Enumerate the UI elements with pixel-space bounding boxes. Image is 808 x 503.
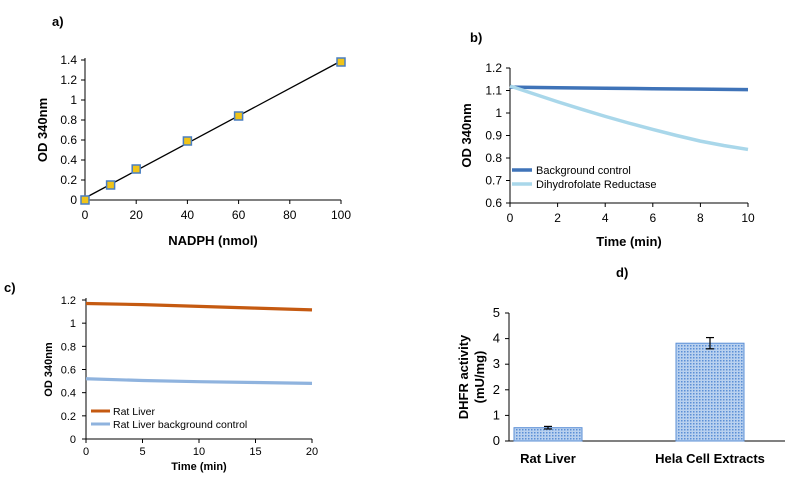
panel-c: c) 0 0.2 0.4 0.6 0.8 1 1.2 0 5 10 15 20 Rat LiverRat … xyxy=(4,280,318,473)
data-point xyxy=(131,164,141,174)
series-line xyxy=(85,301,313,312)
y-tick-label: 0.2 xyxy=(61,411,76,423)
y-axis-title: DHFR activity(mU/mg) xyxy=(456,334,487,419)
y-tick-label: 0.6 xyxy=(61,365,76,377)
x-tick-label: 10 xyxy=(193,446,205,458)
y-tick-label: 0.4 xyxy=(60,153,77,167)
category-label: Rat Liver xyxy=(520,451,576,466)
bar xyxy=(513,427,583,442)
y-axis-title-line: (mU/mg) xyxy=(472,351,487,404)
y-axis-title: OD 340nm xyxy=(43,342,55,397)
x-axis-title: NADPH (nmol) xyxy=(168,233,258,248)
y-tick-label: 0.8 xyxy=(60,113,77,127)
panel-label: c) xyxy=(4,280,16,295)
panel-label: d) xyxy=(616,265,628,280)
data-point xyxy=(105,180,116,190)
x-tick-label: 20 xyxy=(130,208,144,222)
series-line xyxy=(85,377,313,385)
y-tick-label: 1.2 xyxy=(60,73,77,87)
data-point xyxy=(233,111,244,121)
x-axis-title: Time (min) xyxy=(596,234,662,249)
y-tick-label: 1.2 xyxy=(485,61,502,75)
y-tick-label: 1.4 xyxy=(60,53,77,67)
legend-label: Rat Liver xyxy=(113,406,156,418)
y-tick-label: 1 xyxy=(70,93,77,107)
y-tick-label: 0.7 xyxy=(485,174,502,188)
y-tick-label: 1 xyxy=(495,106,502,120)
y-axis-title: OD 340nm xyxy=(459,103,474,167)
panel-a: a) 0 0.2 0.4 0.6 0.8 1 1.2 1.4 0 20 40 60 80 100 NADPH … xyxy=(35,14,351,248)
category-label: Hela Cell Extracts xyxy=(655,451,765,466)
y-tick-label: 3 xyxy=(493,356,500,371)
x-axis-title: Time (min) xyxy=(171,461,227,473)
legend-label: Dihydrofolate Reductase xyxy=(536,179,656,191)
y-tick-label: 0.8 xyxy=(61,341,76,353)
y-axis-title: OD 340nm xyxy=(35,98,50,162)
y-axis-title-line: DHFR activity xyxy=(456,334,471,419)
x-tick-label: 0 xyxy=(83,446,89,458)
x-tick-label: 8 xyxy=(697,211,704,225)
y-tick-label: 0 xyxy=(493,433,500,448)
x-tick-label: 5 xyxy=(139,446,145,458)
y-tick-label: 1.1 xyxy=(485,84,502,98)
x-tick-label: 15 xyxy=(249,446,261,458)
data-point xyxy=(182,136,193,146)
y-tick-label: 1 xyxy=(70,318,76,330)
x-tick-label: 6 xyxy=(649,211,656,225)
y-tick-label: 1.2 xyxy=(61,295,76,307)
panel-label: a) xyxy=(52,14,64,29)
y-tick-label: 0.4 xyxy=(61,388,76,400)
legend-label: Background control xyxy=(536,165,631,177)
data-point xyxy=(336,57,346,67)
y-tick-label: 0 xyxy=(70,434,76,446)
y-tick-label: 0.8 xyxy=(485,151,502,165)
y-tick-label: 1 xyxy=(493,407,500,422)
panel-b: b) 0.6 0.7 0.8 0.9 1 1.1 1.2 0 2 4 6 8 10 Background c… xyxy=(459,30,755,249)
y-tick-label: 5 xyxy=(493,305,500,320)
y-tick-label: 4 xyxy=(493,331,500,346)
x-tick-label: 0 xyxy=(82,208,89,222)
panel-d: d) 0 1 2 3 4 5 Rat Liver Hela Cell Extracts DHFR … xyxy=(456,265,785,466)
data-point xyxy=(80,195,90,205)
series-line xyxy=(509,85,749,92)
x-tick-label: 80 xyxy=(283,208,297,222)
x-tick-label: 0 xyxy=(507,211,514,225)
bar xyxy=(675,342,745,442)
y-tick-label: 2 xyxy=(493,382,500,397)
x-tick-label: 10 xyxy=(741,211,755,225)
x-tick-label: 2 xyxy=(554,211,561,225)
fit-line xyxy=(84,60,342,199)
x-tick-label: 100 xyxy=(331,208,351,222)
y-tick-label: 0.6 xyxy=(60,133,77,147)
legend-label: Rat Liver background control xyxy=(113,419,247,431)
series-line xyxy=(509,84,749,152)
y-tick-label: 0.2 xyxy=(60,173,77,187)
x-tick-label: 20 xyxy=(306,446,318,458)
y-tick-label: 0 xyxy=(70,193,77,207)
x-tick-label: 40 xyxy=(181,208,195,222)
y-tick-label: 0.9 xyxy=(485,129,502,143)
x-tick-label: 60 xyxy=(232,208,246,222)
panel-label: b) xyxy=(470,30,482,45)
y-tick-label: 0.6 xyxy=(485,196,502,210)
x-tick-label: 4 xyxy=(602,211,609,225)
